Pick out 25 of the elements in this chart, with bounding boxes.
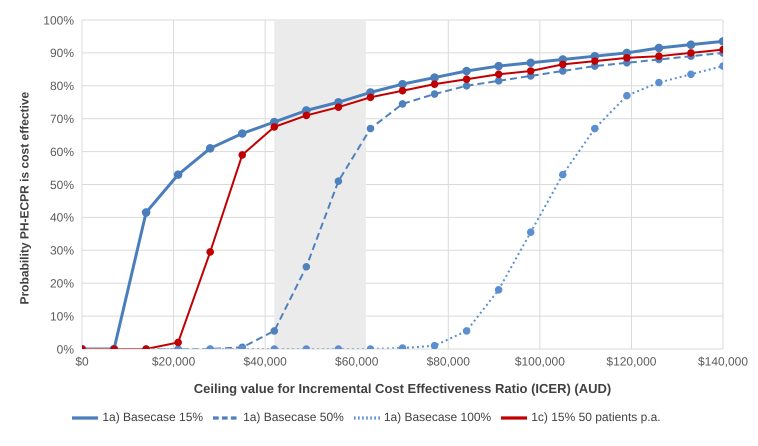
y-axis-title: Probability PH-ECPR is cost effective — [17, 91, 32, 304]
y-tick-label: 60% — [50, 144, 74, 159]
legend-label: 1a) Basecase 15% — [102, 410, 204, 424]
x-tick-label: $120,000 — [606, 354, 657, 369]
x-tick-label: $140,000 — [698, 354, 748, 369]
y-tick-label: 80% — [50, 79, 74, 94]
x-tick-label: $100,000 — [514, 354, 566, 369]
y-tick-label: 30% — [50, 244, 74, 258]
y-tick-label: 70% — [50, 112, 74, 126]
y-tick-label: 10% — [50, 309, 74, 324]
legend-label: 1c) 15% 50 patients p.a. — [531, 410, 661, 424]
y-tick-label: 100% — [43, 13, 74, 28]
x-tick-label: $60,000 — [335, 354, 379, 369]
y-tick-label: 90% — [50, 46, 74, 60]
legend-label: 1a) Basecase 50% — [243, 410, 344, 424]
x-tick-label: $0 — [75, 354, 89, 369]
y-tick-label: 50% — [50, 178, 74, 192]
x-tick-label: $20,000 — [152, 354, 196, 369]
legend-label: 1a) Basecase 100% — [384, 410, 492, 424]
x-tick-label: $80,000 — [426, 354, 470, 369]
x-axis-title: Ceiling value for Incremental Cost Effectiveness Ratio (ICER) (AUD) — [194, 381, 612, 396]
y-tick-label: 0% — [56, 342, 74, 356]
y-tick-label: 40% — [50, 210, 74, 225]
y-tick-label: 20% — [50, 276, 74, 290]
x-tick-label: $40,000 — [243, 354, 288, 369]
